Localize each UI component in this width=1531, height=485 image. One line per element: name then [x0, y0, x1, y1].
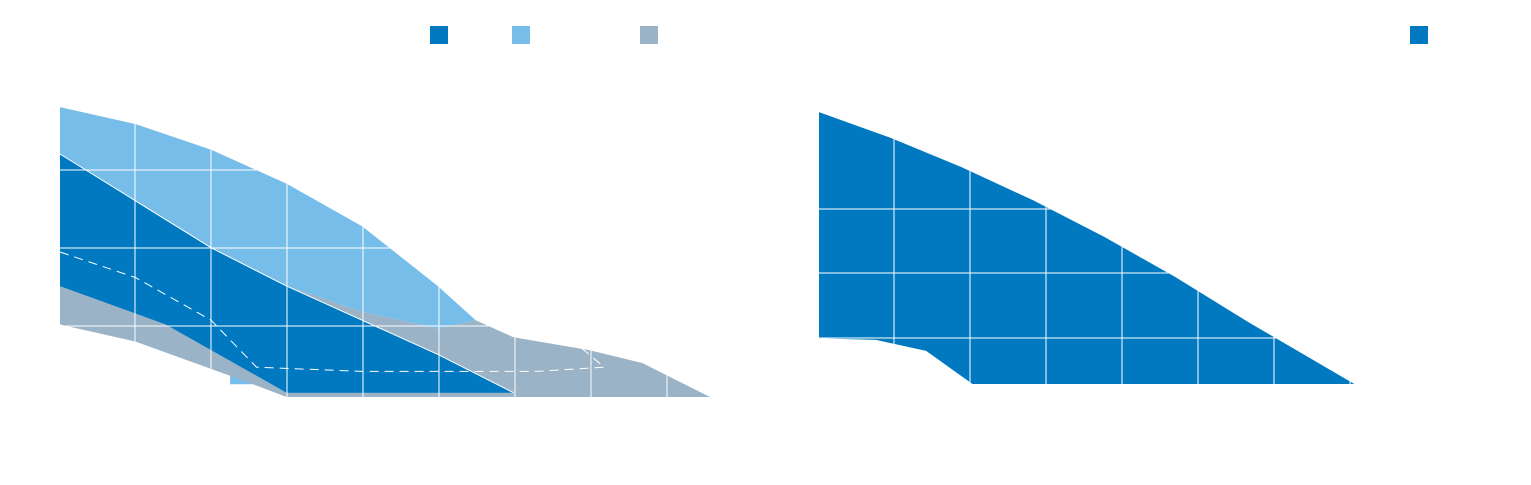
area-group — [60, 107, 710, 397]
chart-panel-1 — [59, 26, 710, 397]
area-series-1 — [60, 107, 476, 385]
legend-swatch-1 — [1410, 26, 1428, 44]
legend-swatch-2 — [512, 26, 530, 44]
area-group — [819, 112, 1355, 384]
area-series-1 — [819, 112, 1355, 384]
legend-swatch-3 — [640, 26, 658, 44]
chart-panel-2 — [819, 26, 1428, 384]
reference-line-dashed — [59, 251, 606, 372]
series-edge — [59, 153, 514, 394]
legend-swatch-1 — [430, 26, 448, 44]
